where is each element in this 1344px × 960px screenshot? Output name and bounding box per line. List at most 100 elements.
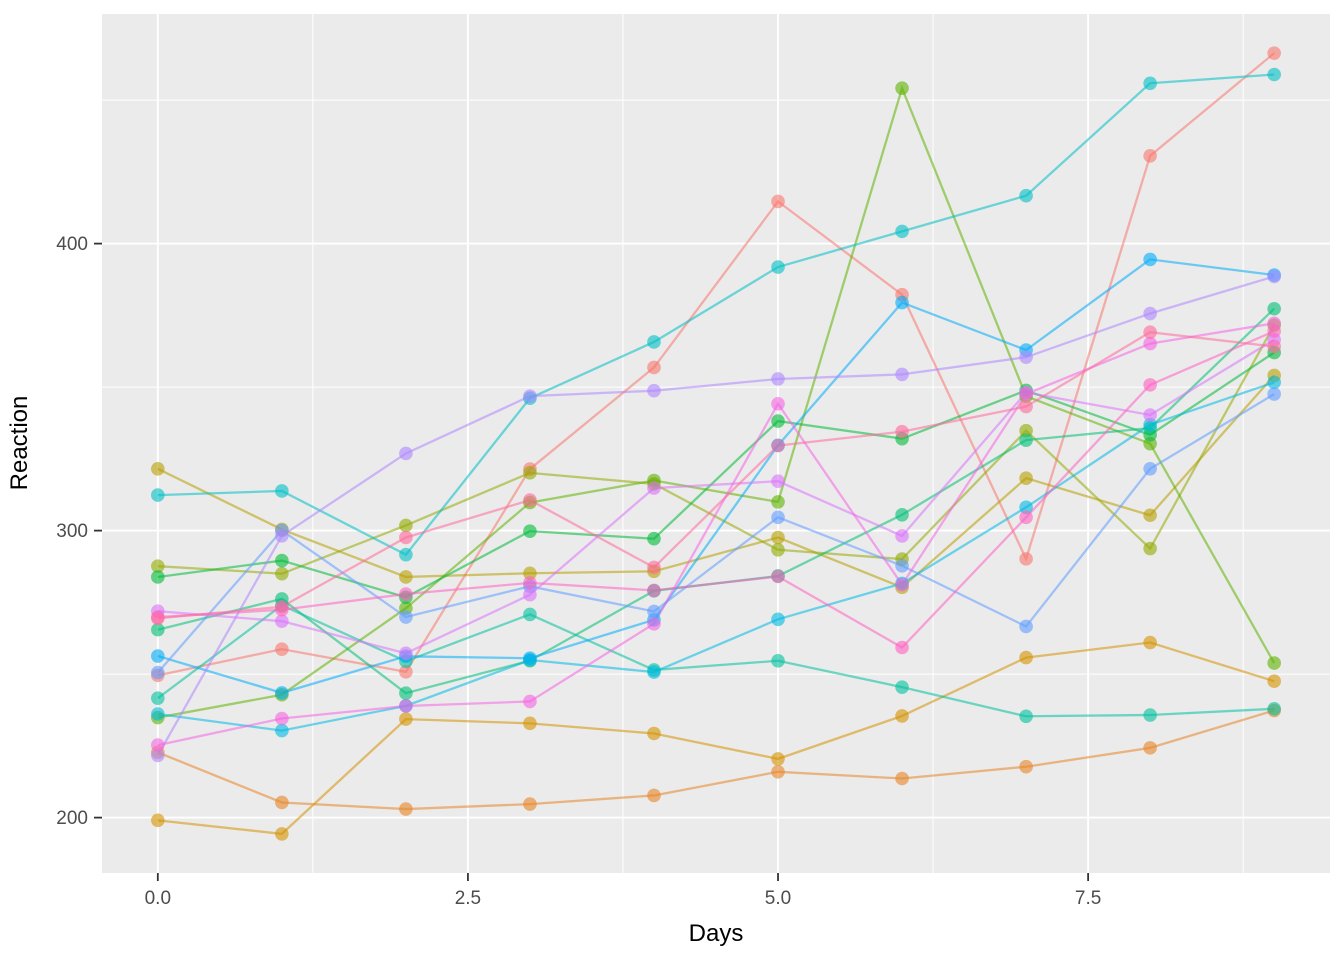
data-point-337-day9 xyxy=(1267,67,1281,82)
series-line-310 xyxy=(157,641,1275,836)
data-point-332-day5 xyxy=(771,495,785,509)
data-point-310-day7 xyxy=(1019,650,1033,665)
x-axis-tick-label: 0.0 xyxy=(145,888,171,909)
data-point-334-day9 xyxy=(1267,301,1281,316)
data-point-369-day2 xyxy=(399,646,413,661)
data-point-333-day3 xyxy=(523,524,537,538)
data-point-369-day5 xyxy=(771,474,785,489)
data-point-308-day5 xyxy=(771,194,785,209)
data-point-370-day3 xyxy=(523,694,537,709)
data-point-371-day3 xyxy=(523,576,537,590)
y-axis-title: Reaction xyxy=(6,396,33,491)
data-point-333-day4 xyxy=(647,531,661,546)
data-point-337-day2 xyxy=(399,547,413,562)
data-point-330-day2 xyxy=(399,570,413,584)
data-point-349-day1 xyxy=(275,723,289,738)
data-point-352-day1 xyxy=(275,529,289,543)
data-point-370-day1 xyxy=(275,711,289,726)
data-point-310-day2 xyxy=(399,712,413,726)
series-line-332 xyxy=(157,84,1276,719)
series-line-349 xyxy=(157,381,1275,732)
data-point-372-day7 xyxy=(1019,399,1033,414)
data-point-351-day0 xyxy=(151,665,165,680)
data-point-331-day8 xyxy=(1143,541,1157,556)
data-point-352-day6 xyxy=(895,367,909,382)
data-point-308-day8 xyxy=(1143,149,1157,163)
axis-ticks xyxy=(94,242,1090,881)
data-point-334-day7 xyxy=(1019,433,1033,447)
data-point-372-day6 xyxy=(895,424,909,439)
data-point-333-day5 xyxy=(771,414,785,428)
data-point-371-day4 xyxy=(647,583,661,598)
x-axis-tick-label: 5.0 xyxy=(765,888,791,909)
data-point-352-day7 xyxy=(1019,350,1033,364)
data-point-309-day8 xyxy=(1143,741,1157,755)
series-line-351 xyxy=(156,393,1275,674)
data-point-352-day5 xyxy=(771,372,785,386)
data-point-335-day5 xyxy=(771,653,785,668)
data-point-309-day7 xyxy=(1019,759,1033,774)
data-point-372-day5 xyxy=(771,438,785,453)
data-point-310-day0 xyxy=(151,813,165,828)
x-axis-title: Days xyxy=(689,920,744,947)
data-point-309-day2 xyxy=(399,802,413,816)
data-point-310-day3 xyxy=(523,716,537,731)
data-point-308-day4 xyxy=(647,360,661,375)
data-point-337-day5 xyxy=(771,260,785,274)
data-point-309-day4 xyxy=(647,788,661,803)
series-line-352 xyxy=(156,275,1275,756)
data-point-352-day9 xyxy=(1267,269,1281,284)
data-point-309-day6 xyxy=(895,771,909,786)
data-point-350-day8 xyxy=(1143,252,1157,267)
data-point-352-day3 xyxy=(523,389,537,403)
data-point-337-day8 xyxy=(1143,76,1157,91)
data-point-351-day6 xyxy=(895,558,909,573)
data-point-371-day6 xyxy=(895,640,909,655)
data-point-335-day8 xyxy=(1143,708,1157,722)
data-point-349-day7 xyxy=(1019,500,1033,515)
data-point-333-day1 xyxy=(275,553,289,568)
series-line-337 xyxy=(157,73,1275,557)
data-point-337-day6 xyxy=(895,224,909,239)
data-point-371-day2 xyxy=(399,587,413,601)
axis-tick-labels: 0.0 2.5 5.0 7.5 200 300 400 xyxy=(56,234,1101,909)
data-point-369-day8 xyxy=(1143,408,1157,422)
data-point-334-day2 xyxy=(399,686,413,700)
data-point-351-day9 xyxy=(1267,387,1281,401)
series-lines xyxy=(156,52,1276,836)
data-point-334-day6 xyxy=(895,507,909,522)
data-point-371-day8 xyxy=(1143,378,1157,392)
data-point-370-day4 xyxy=(647,616,661,631)
data-point-370-day0 xyxy=(151,738,165,752)
series-line-308 xyxy=(157,52,1275,677)
data-point-310-day6 xyxy=(895,709,909,723)
y-axis-tick-label: 300 xyxy=(56,521,88,542)
data-point-351-day2 xyxy=(399,610,413,624)
data-point-372-day8 xyxy=(1143,325,1157,339)
data-point-332-day6 xyxy=(895,81,909,95)
data-point-331-day1 xyxy=(275,566,289,581)
data-point-334-day0 xyxy=(151,622,165,637)
data-point-370-day6 xyxy=(895,577,909,592)
series-line-331 xyxy=(157,324,1276,575)
data-point-308-day9 xyxy=(1267,46,1281,60)
series-line-371 xyxy=(157,330,1275,649)
series-line-333 xyxy=(157,351,1275,599)
data-point-337-day0 xyxy=(151,488,165,502)
series-line-330 xyxy=(157,374,1276,589)
data-point-372-day3 xyxy=(523,493,537,507)
data-point-335-day9 xyxy=(1267,701,1281,716)
data-point-330-day5 xyxy=(771,530,785,545)
data-point-352-day8 xyxy=(1143,306,1157,321)
data-point-335-day0 xyxy=(151,691,165,705)
data-point-310-day1 xyxy=(275,827,289,841)
data-point-337-day7 xyxy=(1019,188,1033,203)
data-point-310-day9 xyxy=(1267,674,1281,689)
data-point-331-day0 xyxy=(151,559,165,573)
data-point-370-day2 xyxy=(399,699,413,713)
y-axis-tick-label: 400 xyxy=(56,234,88,255)
data-point-372-day2 xyxy=(399,530,413,545)
data-point-330-day7 xyxy=(1019,471,1033,485)
data-point-335-day3 xyxy=(523,607,537,622)
